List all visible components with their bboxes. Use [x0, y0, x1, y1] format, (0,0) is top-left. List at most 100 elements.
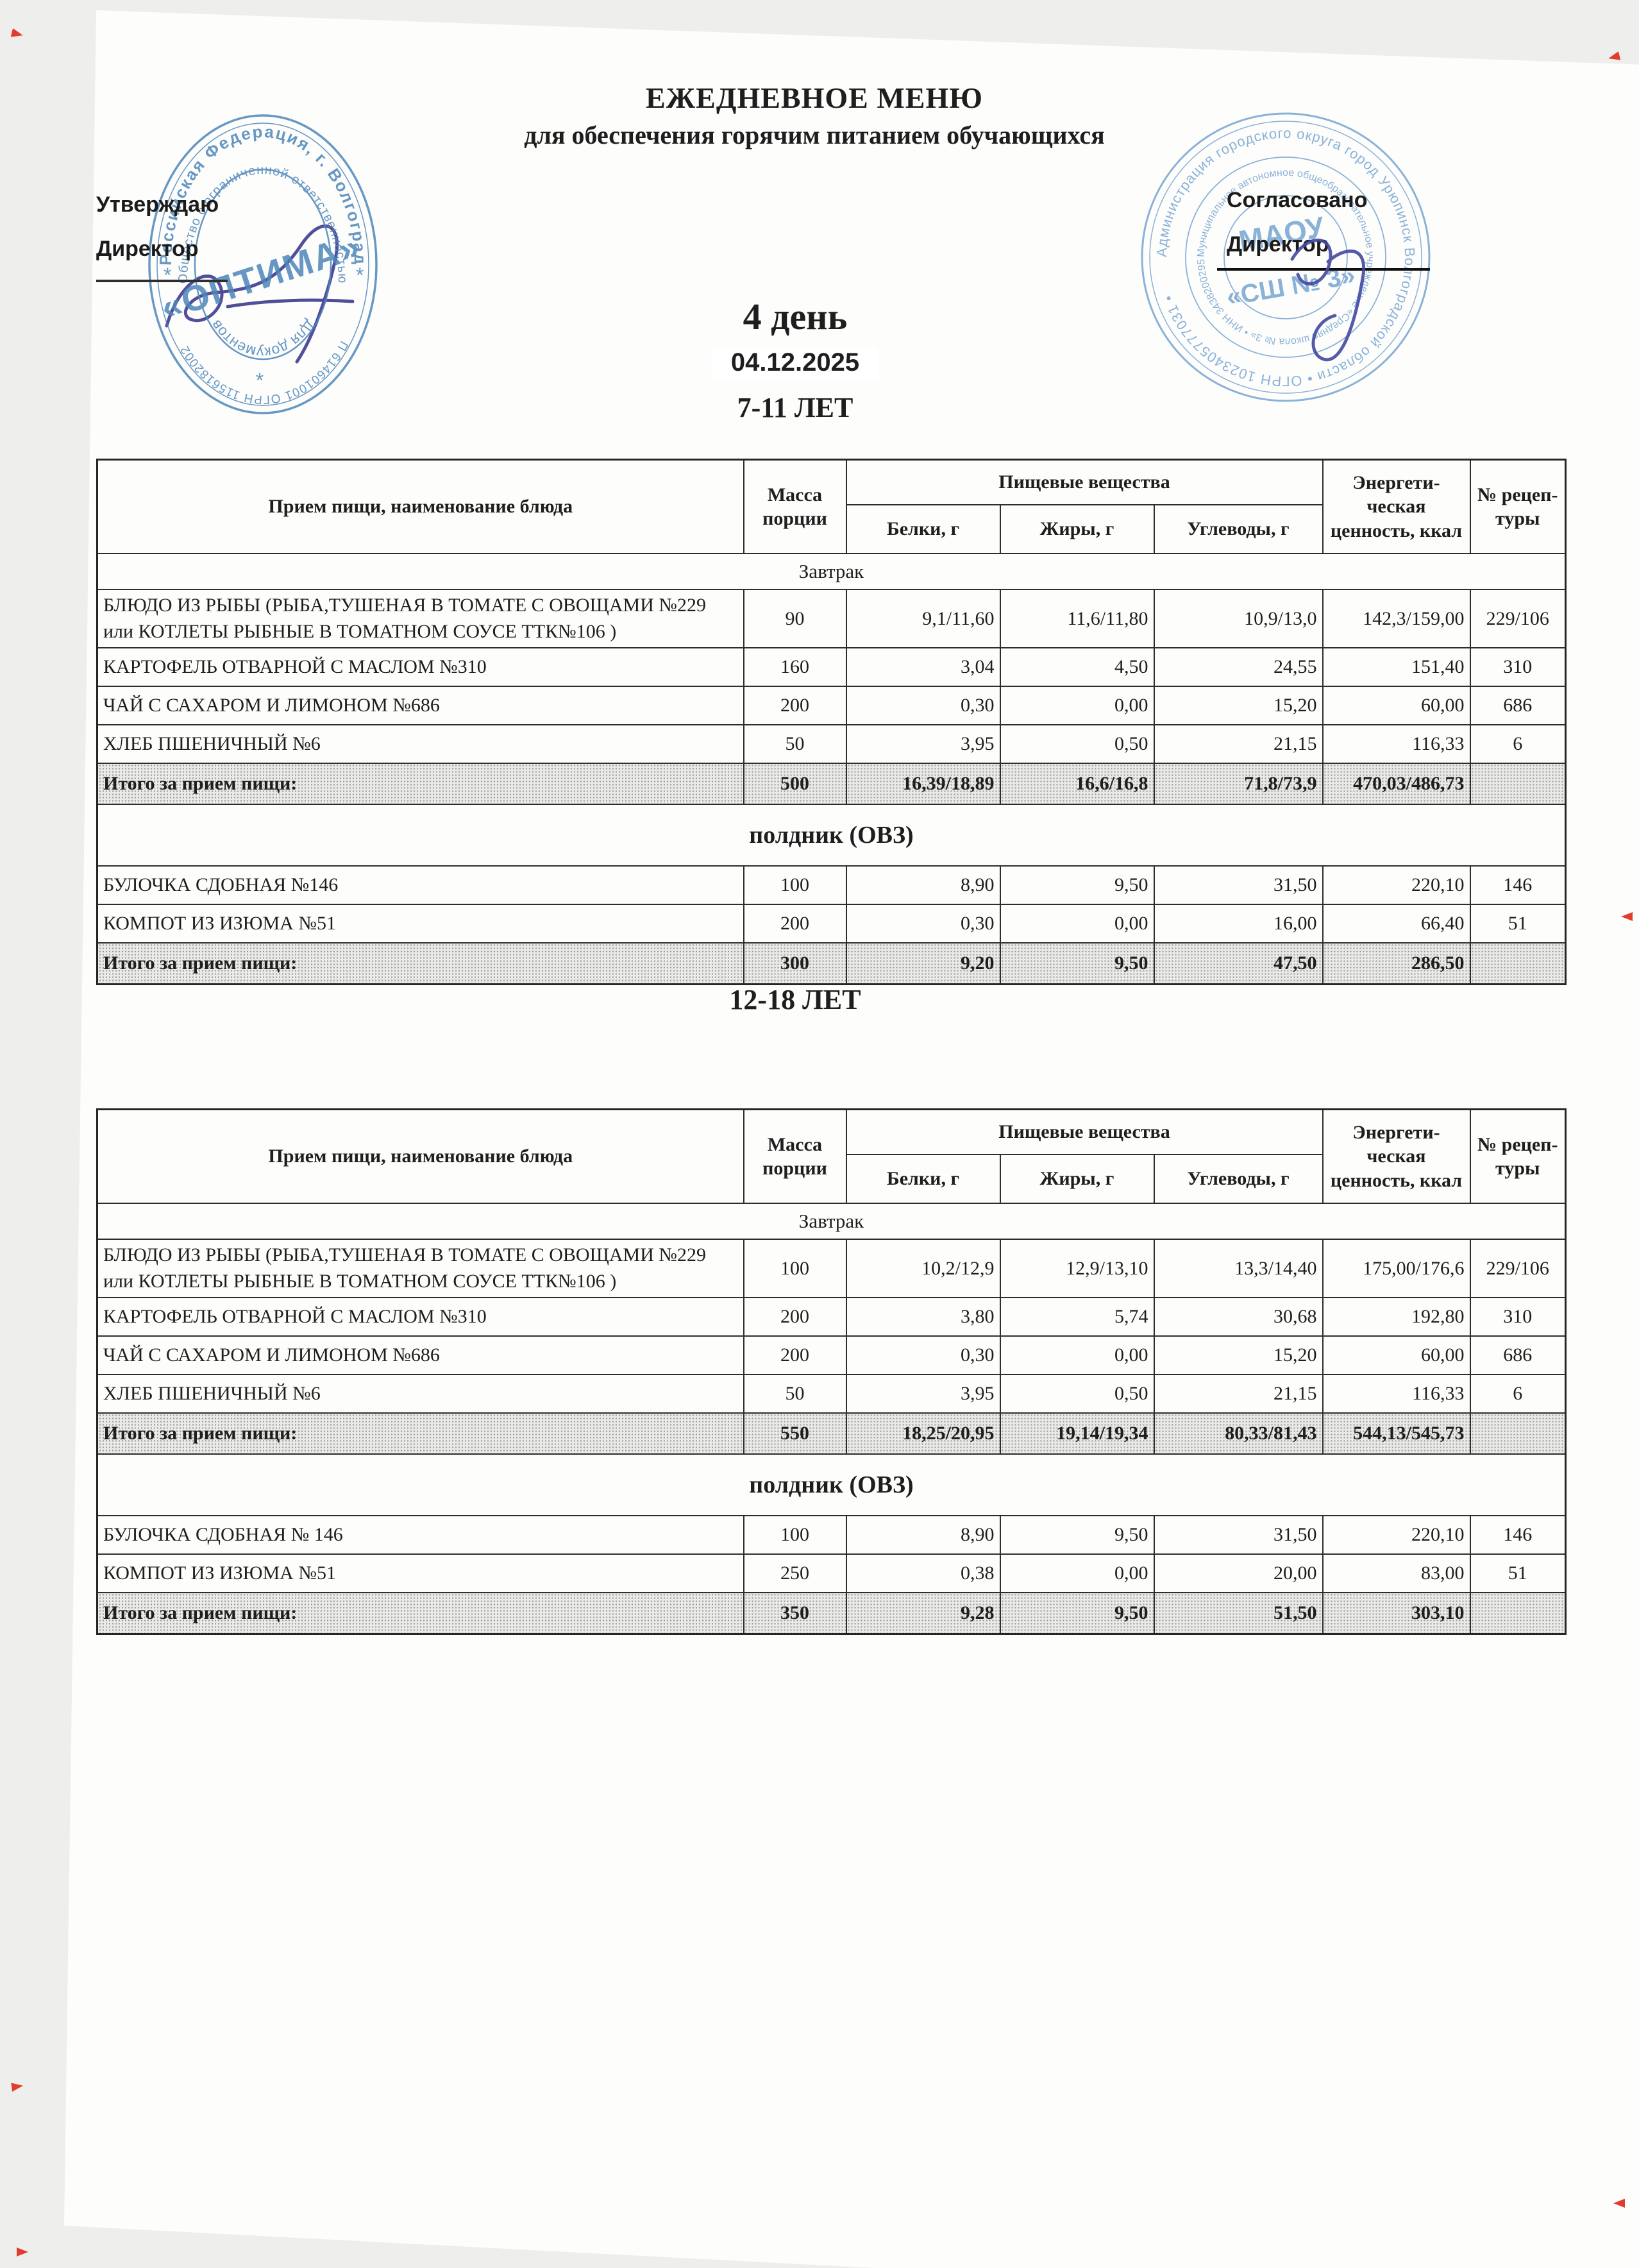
protein-cell: 9,1/11,60	[845, 589, 1001, 648]
dish-row: ХЛЕБ ПШЕНИЧНЫЙ №6 50 3,95 0,50 21,15 116,33 6	[96, 1374, 1567, 1414]
mass-cell: 500	[743, 763, 847, 805]
name-cell: ЧАЙ С САХАРОМ И ЛИМОНОМ №686	[96, 686, 744, 725]
recipe-cell: 51	[1469, 1553, 1567, 1593]
col-header-nutrients: Пищевые вещества	[845, 459, 1324, 505]
fat-cell: 4,50	[999, 647, 1155, 687]
protein-cell: 9,20	[845, 942, 1001, 985]
meal-section-row: полдник (ОВЗ)	[96, 804, 1567, 867]
name-cell: КОМПОТ ИЗ ИЗЮМА №51	[96, 904, 744, 944]
approve-role: Директор	[96, 237, 199, 261]
carbs-cell: 21,15	[1153, 724, 1324, 764]
age-group-heading-2: 12-18 ЛЕТ	[729, 984, 861, 1015]
energy-cell: 303,10	[1322, 1592, 1471, 1635]
name-cell: БУЛОЧКА СДОБНАЯ №146	[96, 865, 744, 905]
energy-cell: 60,00	[1322, 1335, 1471, 1375]
mass-cell: 200	[743, 1335, 847, 1375]
carbs-cell: 80,33/81,43	[1153, 1412, 1324, 1455]
energy-cell: 83,00	[1322, 1553, 1471, 1593]
name-cell: ХЛЕБ ПШЕНИЧНЫЙ №6	[96, 724, 744, 764]
recipe-cell	[1469, 1592, 1567, 1635]
name-cell: ХЛЕБ ПШЕНИЧНЫЙ №6	[96, 1374, 744, 1414]
carbs-cell: 30,68	[1153, 1297, 1324, 1337]
col-header-energy: Энергети-ческая ценность, ккал	[1322, 1108, 1471, 1204]
carbs-cell: 10,9/13,0	[1153, 589, 1324, 648]
carbs-cell: 16,00	[1153, 904, 1324, 944]
dish-row: КОМПОТ ИЗ ИЗЮМА №51 250 0,38 0,00 20,00 83,00…	[96, 1553, 1567, 1593]
col-header-protein: Белки, г	[845, 1154, 1001, 1204]
fat-cell: 0,00	[999, 1335, 1155, 1375]
stamp-star: *	[256, 369, 264, 392]
fat-cell: 0,00	[999, 686, 1155, 725]
day-heading: 4 день	[743, 296, 848, 337]
carbs-cell: 13,3/14,40	[1153, 1239, 1324, 1298]
meal-section-row: Завтрак	[96, 553, 1567, 590]
name-cell: Итого за прием пищи:	[96, 942, 744, 985]
name-cell: Итого за прием пищи:	[96, 1592, 744, 1635]
energy-cell: 544,13/545,73	[1322, 1412, 1471, 1455]
fat-cell: 5,74	[999, 1297, 1155, 1337]
protein-cell: 18,25/20,95	[845, 1412, 1001, 1455]
signature-line	[1217, 268, 1430, 271]
dish-row: КАРТОФЕЛЬ ОТВАРНОЙ С МАСЛОМ №310 200 3,80 5…	[96, 1297, 1567, 1337]
signature-line	[96, 280, 228, 282]
fat-cell: 9,50	[999, 942, 1155, 985]
approve-label: Согласовано	[1227, 188, 1368, 212]
recipe-cell	[1469, 1412, 1567, 1455]
recipe-cell: 51	[1469, 904, 1567, 944]
recipe-cell: 310	[1469, 647, 1567, 687]
mass-cell: 50	[743, 1374, 847, 1414]
page-subtitle: для обеспечения горячим питанием обучающ…	[524, 121, 1105, 149]
protein-cell: 3,95	[845, 1374, 1001, 1414]
approve-label: Утверждаю	[96, 192, 219, 217]
round-stamp-school: Администрация городского округа город Ур…	[1136, 108, 1431, 402]
energy-cell: 116,33	[1322, 1374, 1471, 1414]
energy-cell: 60,00	[1322, 686, 1471, 725]
recipe-cell: 686	[1469, 1335, 1567, 1375]
protein-cell: 0,30	[845, 904, 1001, 944]
protein-cell: 9,28	[845, 1592, 1001, 1635]
recipe-cell: 686	[1469, 686, 1567, 725]
energy-cell: 286,50	[1322, 942, 1471, 985]
energy-cell: 220,10	[1322, 865, 1471, 905]
dish-row: БУЛОЧКА СДОБНАЯ №146 100 8,90 9,50 31,50 220,…	[96, 865, 1567, 905]
mass-cell: 90	[743, 589, 847, 648]
dish-row: ЧАЙ С САХАРОМ И ЛИМОНОМ №686 200 0,30 0,00 1…	[96, 686, 1567, 725]
mass-cell: 100	[743, 1239, 847, 1298]
protein-cell: 8,90	[845, 865, 1001, 905]
fat-cell: 11,6/11,80	[999, 589, 1155, 648]
carbs-cell: 15,20	[1153, 1335, 1324, 1375]
round-stamp-optima: Российская Федерация, г. Волгоград Общес…	[144, 110, 378, 414]
name-cell: ЧАЙ С САХАРОМ И ЛИМОНОМ №686	[96, 1335, 744, 1375]
mass-cell: 160	[743, 647, 847, 687]
stamp-inner-text: Для документов	[207, 317, 319, 361]
fat-cell: 9,50	[999, 865, 1155, 905]
name-cell: КАРТОФЕЛЬ ОТВАРНОЙ С МАСЛОМ №310	[96, 647, 744, 687]
mass-cell: 100	[743, 865, 847, 905]
mass-cell: 200	[743, 686, 847, 725]
recipe-cell: 6	[1469, 724, 1567, 764]
protein-cell: 3,95	[845, 724, 1001, 764]
protein-cell: 10,2/12,9	[845, 1239, 1001, 1298]
mass-cell: 250	[743, 1553, 847, 1593]
dish-row: КАРТОФЕЛЬ ОТВАРНОЙ С МАСЛОМ №310 160 3,04 4…	[96, 647, 1567, 687]
col-header-recipe: № рецеп-туры	[1469, 459, 1567, 554]
mass-cell: 550	[743, 1412, 847, 1455]
energy-cell: 192,80	[1322, 1297, 1471, 1337]
name-cell: БУЛОЧКА СДОБНАЯ № 146	[96, 1515, 744, 1555]
fat-cell: 0,50	[999, 724, 1155, 764]
menu-table-12-18: Прием пищи, наименование блюда Масса пор…	[96, 1108, 1567, 1635]
protein-cell: 0,30	[845, 686, 1001, 725]
col-header-energy: Энергети-ческая ценность, ккал	[1322, 459, 1471, 554]
carbs-cell: 15,20	[1153, 686, 1324, 725]
red-corner-mark	[17, 2247, 28, 2256]
approve-role: Директор	[1227, 232, 1329, 257]
col-header-meal: Прием пищи, наименование блюда	[96, 459, 744, 554]
energy-cell: 66,40	[1322, 904, 1471, 944]
carbs-cell: 24,55	[1153, 647, 1324, 687]
col-header-mass: Масса порции	[743, 1108, 847, 1204]
mass-cell: 350	[743, 1592, 847, 1635]
protein-cell: 0,30	[845, 1335, 1001, 1375]
document-header: ЕЖЕДНЕВНОЕ МЕНЮ для обеспечения горячим …	[385, 81, 1244, 150]
meal-section-row: Завтрак	[96, 1203, 1567, 1240]
meal-section-label: Завтрак	[96, 1203, 1567, 1240]
